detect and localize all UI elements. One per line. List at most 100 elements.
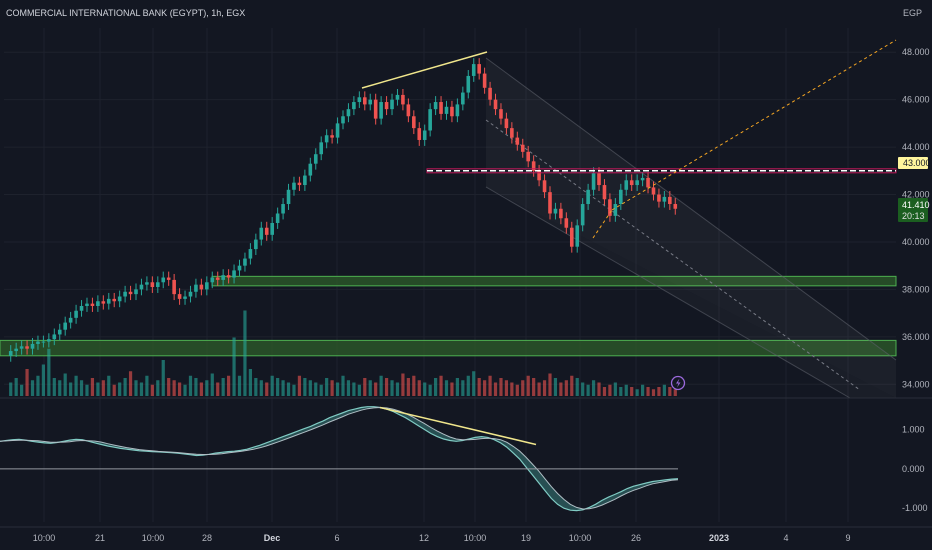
candle-body bbox=[106, 298, 111, 304]
candle-body bbox=[395, 94, 400, 100]
candle-body bbox=[433, 102, 438, 110]
candle-body bbox=[330, 135, 334, 138]
candle-body bbox=[613, 204, 618, 216]
volume-bar bbox=[395, 382, 400, 396]
volume-bar bbox=[90, 378, 95, 396]
candle-body bbox=[14, 348, 18, 352]
candle-body bbox=[537, 170, 541, 181]
volume-bar bbox=[123, 378, 127, 396]
candle-body bbox=[373, 99, 378, 119]
volume-bar bbox=[9, 382, 13, 396]
volume-bar bbox=[483, 380, 487, 396]
candle-body bbox=[134, 289, 138, 295]
volume-bar bbox=[52, 378, 56, 396]
volume-bar bbox=[118, 382, 122, 396]
candle-body bbox=[591, 173, 596, 190]
candle-body bbox=[194, 284, 198, 292]
volume-bar bbox=[58, 380, 62, 396]
volume-bar bbox=[25, 369, 29, 396]
time-tick-label: 9 bbox=[845, 533, 850, 543]
candle-body bbox=[493, 99, 498, 110]
volume-bar bbox=[439, 375, 443, 396]
candle-body bbox=[422, 130, 427, 140]
candle-body bbox=[199, 284, 204, 290]
time-tick-label: 10:00 bbox=[142, 533, 165, 543]
time-tick-label: 12 bbox=[419, 533, 429, 543]
volume-bar bbox=[630, 387, 634, 396]
candle-body bbox=[624, 180, 629, 190]
volume-bar bbox=[232, 337, 236, 396]
demand-zone bbox=[0, 339, 897, 357]
volume-bar bbox=[515, 384, 519, 396]
volume-bar bbox=[673, 389, 677, 396]
volume-bar bbox=[472, 371, 476, 396]
volume-bar bbox=[455, 378, 459, 396]
countdown-text: 20:13 bbox=[902, 211, 925, 221]
candle-body bbox=[412, 116, 416, 129]
candle-body bbox=[504, 118, 509, 129]
candle-body bbox=[608, 199, 612, 216]
candle-body bbox=[629, 180, 634, 186]
volume-bar bbox=[276, 378, 280, 396]
volume-bar bbox=[107, 375, 111, 396]
volume-bar bbox=[619, 387, 623, 396]
volume-bar bbox=[346, 380, 351, 396]
candle-body bbox=[466, 75, 471, 93]
volume-bar bbox=[379, 375, 383, 396]
candle-body bbox=[101, 301, 106, 304]
candle-body bbox=[559, 208, 563, 219]
volume-bar bbox=[69, 382, 73, 396]
candle-body bbox=[319, 142, 324, 155]
volume-bar bbox=[188, 375, 193, 396]
volume-bar bbox=[401, 373, 405, 396]
candle-body bbox=[210, 277, 215, 283]
volume-bar bbox=[510, 382, 514, 396]
candle-body bbox=[145, 282, 149, 285]
time-tick-label: 10:00 bbox=[569, 533, 592, 543]
time-tick-label: 28 bbox=[202, 533, 212, 543]
volume-bar bbox=[374, 382, 378, 396]
candle-body bbox=[673, 204, 678, 209]
candle-body bbox=[379, 102, 383, 119]
volume-bar bbox=[488, 375, 492, 396]
oscillator-tick-label: 1.000 bbox=[902, 425, 925, 435]
current-price-text: 41.410 bbox=[902, 200, 930, 210]
volume-bar bbox=[635, 389, 639, 396]
oscillator-signal-line bbox=[0, 406, 679, 510]
volume-bar bbox=[112, 384, 116, 396]
volume-bars bbox=[9, 310, 677, 396]
candle-body bbox=[597, 173, 601, 186]
volume-bar bbox=[47, 348, 51, 396]
candle-body bbox=[68, 317, 73, 323]
level-badge: 43.000 bbox=[898, 157, 931, 169]
candle-body bbox=[275, 213, 280, 223]
volume-bar bbox=[668, 387, 672, 396]
volume-bar bbox=[428, 384, 432, 396]
volume-bar bbox=[286, 382, 291, 396]
candle-body bbox=[313, 154, 318, 164]
channel-lower-edge bbox=[485, 186, 851, 399]
volume-bar bbox=[205, 380, 209, 396]
candle-body bbox=[19, 346, 24, 349]
lightning-icon[interactable] bbox=[670, 375, 686, 391]
candle-body bbox=[254, 239, 258, 250]
volume-bar bbox=[613, 382, 617, 396]
volume-bar bbox=[221, 378, 225, 396]
candle-body bbox=[586, 189, 590, 205]
volume-bar bbox=[657, 387, 661, 396]
volume-bar bbox=[167, 378, 171, 396]
candle-body bbox=[63, 322, 67, 330]
candle-body bbox=[30, 343, 35, 349]
volume-bar bbox=[237, 375, 242, 396]
time-tick-label: 26 bbox=[631, 533, 641, 543]
candle-body bbox=[248, 249, 253, 259]
volume-bar bbox=[341, 375, 345, 396]
time-tick-label: 21 bbox=[95, 533, 105, 543]
candle-body bbox=[177, 294, 182, 299]
volume-bar bbox=[63, 373, 67, 396]
volume-bar bbox=[314, 382, 318, 396]
candle-body bbox=[237, 265, 242, 271]
candle-body bbox=[619, 189, 623, 205]
volume-bar bbox=[14, 378, 18, 396]
